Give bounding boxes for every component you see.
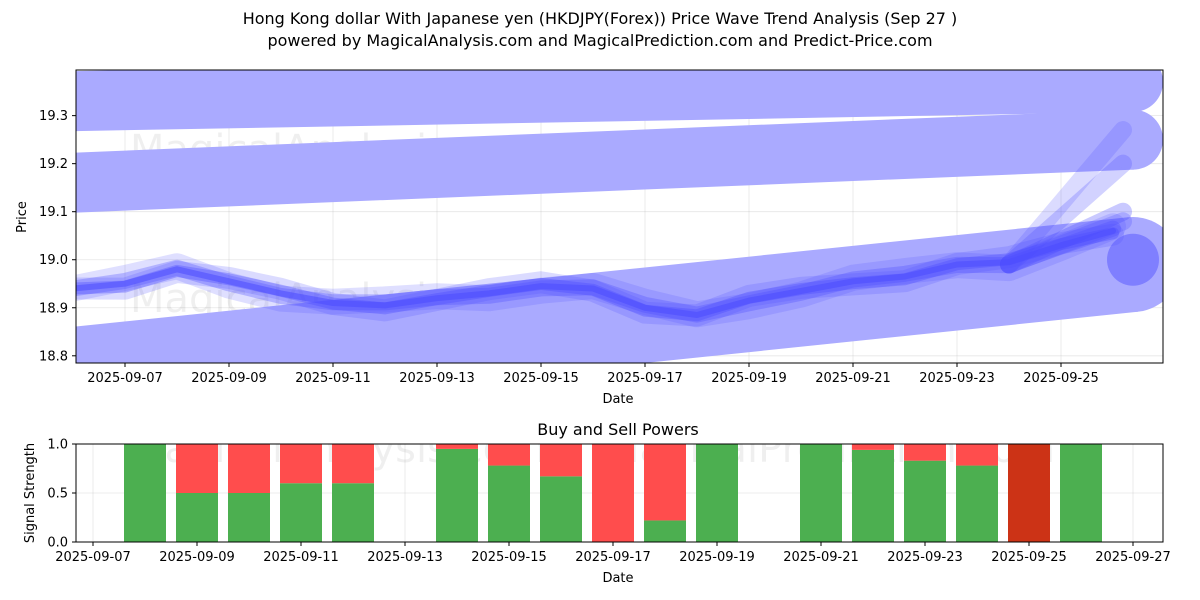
plot-frame-top — [75, 69, 1164, 364]
x-tick-label: 2025-09-21 — [783, 550, 859, 565]
x-tick-label: 2025-09-23 — [919, 371, 995, 386]
x-tick-label: 2025-09-25 — [1023, 371, 1099, 386]
price-wave-fan — [1000, 212, 1132, 274]
x-tick-label: 2025-09-07 — [87, 371, 163, 386]
x-tick-label: 2025-09-15 — [471, 550, 547, 565]
buy-bar — [488, 465, 530, 542]
y-tick-label: 18.8 — [39, 349, 68, 364]
x-tick-label: 2025-09-11 — [263, 550, 339, 565]
x-tick-label: 2025-09-23 — [887, 550, 963, 565]
trend-band-cap — [1085, 217, 1163, 313]
sell-bar — [280, 444, 322, 484]
plot-area-top: MagicalAnalysis.comMagicalPrediction.com… — [76, 70, 1163, 363]
buy-bar — [644, 520, 686, 542]
buy-bar — [696, 444, 738, 542]
sell-bar — [540, 444, 582, 477]
trend-band — [76, 109, 1135, 213]
x-tick-label: 2025-09-19 — [679, 550, 755, 565]
x-tick-label: 2025-09-21 — [815, 371, 891, 386]
plot-area-bottom: MagicalAnalysis.comMagicalPrediction.com — [124, 444, 1102, 542]
sell-bar — [644, 444, 686, 521]
y-tick-label: 18.9 — [39, 301, 68, 316]
x-tick-label: 2025-09-11 — [295, 371, 371, 386]
sell-bar — [956, 444, 998, 466]
sell-bar — [488, 444, 530, 466]
y-tick-label: 0.5 — [47, 487, 68, 502]
price-wave-end — [1107, 233, 1159, 286]
buy-bar — [436, 448, 478, 542]
y-tick-label: 19.0 — [39, 253, 68, 268]
buy-bar — [176, 493, 218, 542]
x-tick-label: 2025-09-07 — [55, 550, 131, 565]
sell-bar — [332, 444, 374, 484]
buy-bar — [228, 493, 270, 542]
buy-bar — [124, 444, 166, 542]
bar-chart-title: Buy and Sell Powers — [537, 420, 699, 439]
sell-bar — [904, 444, 946, 461]
sell-bar — [228, 444, 270, 493]
chart-subtitle: powered by MagicalAnalysis.com and Magic… — [267, 31, 933, 50]
x-axis-label: Date — [602, 571, 633, 586]
sell-bar — [592, 444, 634, 542]
x-tick-label: 2025-09-09 — [191, 371, 267, 386]
x-tick-label: 2025-09-17 — [607, 371, 683, 386]
y-tick-label: 0.0 — [47, 536, 68, 551]
sell-bar — [1008, 444, 1050, 542]
buy-bar — [800, 444, 842, 542]
buy-bar — [1060, 444, 1102, 542]
y-axis-label: Signal Strength — [23, 443, 38, 543]
x-tick-label: 2025-09-13 — [367, 550, 443, 565]
sell-bar — [176, 444, 218, 493]
x-tick-label: 2025-09-27 — [1095, 550, 1171, 565]
sell-bar — [852, 444, 894, 450]
buy-bar — [852, 449, 894, 542]
y-tick-label: 19.1 — [39, 205, 68, 220]
buy-bar — [332, 483, 374, 542]
buy-bar — [280, 483, 322, 542]
trend-band — [76, 217, 1138, 363]
price-wave-fan — [1000, 121, 1132, 274]
sell-bar — [436, 444, 478, 449]
trend-band-cap — [1103, 109, 1163, 170]
y-axis-label: Price — [15, 201, 30, 233]
buy-bar — [904, 460, 946, 542]
trend-band — [76, 70, 1134, 132]
y-tick-label: 19.2 — [39, 157, 68, 172]
price-wave-fan — [1000, 202, 1132, 274]
y-tick-label: 1.0 — [47, 438, 68, 453]
price-wave-line — [76, 227, 1116, 318]
x-tick-label: 2025-09-15 — [503, 371, 579, 386]
x-tick-label: 2025-09-09 — [159, 550, 235, 565]
buy-bar — [956, 465, 998, 542]
x-axis-label: Date — [602, 392, 633, 407]
price-wave-fan — [1000, 154, 1132, 274]
x-tick-label: 2025-09-17 — [575, 550, 651, 565]
x-tick-label: 2025-09-13 — [399, 371, 475, 386]
chart-title: Hong Kong dollar With Japanese yen (HKDJ… — [242, 9, 958, 28]
x-tick-label: 2025-09-25 — [991, 550, 1067, 565]
y-tick-label: 19.3 — [39, 109, 68, 124]
x-tick-label: 2025-09-19 — [711, 371, 787, 386]
buy-bar — [540, 476, 582, 542]
trend-band-cap — [1103, 70, 1163, 112]
